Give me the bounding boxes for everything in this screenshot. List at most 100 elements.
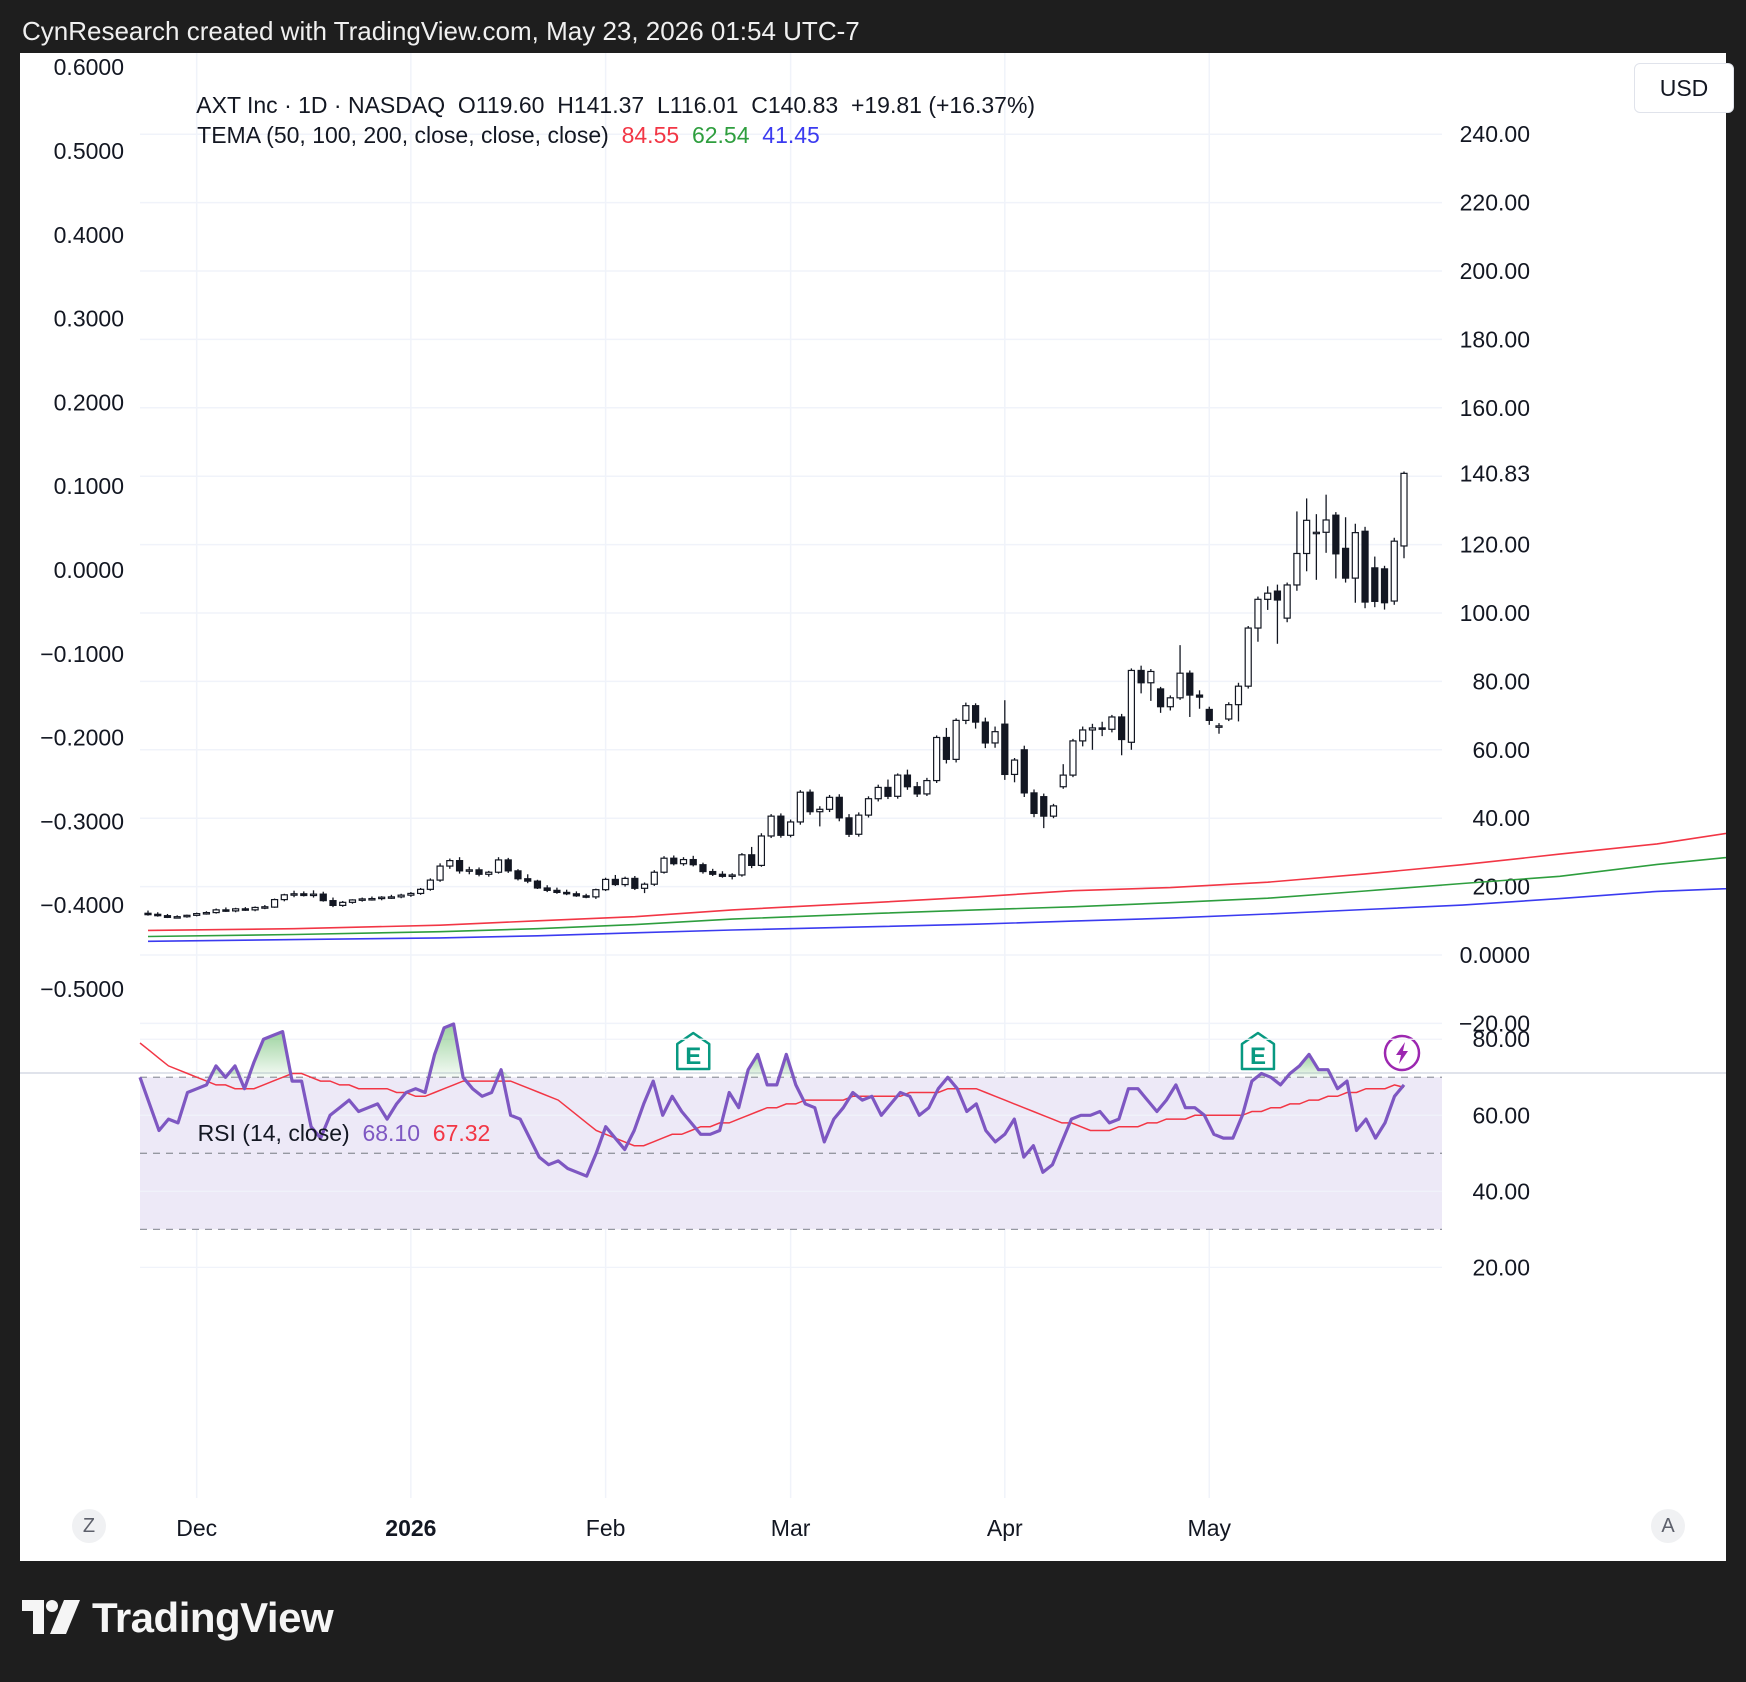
price-scale-label: 0.0000 xyxy=(1460,942,1530,968)
rsi-ma-value: 67.32 xyxy=(432,1120,491,1146)
zoom-button[interactable]: Z xyxy=(72,1509,106,1543)
symbol-title: AXT Inc · 1D · NASDAQ xyxy=(196,92,446,118)
candle xyxy=(1205,706,1213,725)
left-scale-label: 0.5000 xyxy=(54,138,124,164)
candle xyxy=(631,875,639,891)
price-scale-label: 140.83 xyxy=(1460,460,1530,486)
change-value: +19.81 (+16.37%) xyxy=(850,92,1036,118)
candle xyxy=(777,813,785,838)
candle xyxy=(728,873,736,880)
candle xyxy=(494,857,503,874)
candle xyxy=(446,858,454,869)
time-axis-label: 2026 xyxy=(385,1515,436,1541)
earnings-marker-shape xyxy=(675,1031,711,1071)
candle xyxy=(650,870,658,886)
candle xyxy=(222,907,230,912)
price-scale-label: −20.00 xyxy=(1459,1010,1530,1036)
candle-body-down xyxy=(913,786,921,795)
candle xyxy=(1156,686,1165,713)
candle xyxy=(1273,584,1282,644)
candle-body-up xyxy=(348,899,357,903)
left-scale-label: 0.6000 xyxy=(54,54,124,80)
candle-body-down xyxy=(1371,567,1379,602)
candle-body-down xyxy=(475,869,483,875)
candle-body-down xyxy=(533,880,542,889)
candle-body-down xyxy=(1098,727,1106,730)
candle xyxy=(358,897,366,902)
candle xyxy=(1283,582,1291,623)
candle-body-down xyxy=(1020,749,1028,794)
candle-body-down xyxy=(903,774,912,788)
lightning-bolt xyxy=(1396,1042,1408,1064)
candle-body-up xyxy=(786,821,795,836)
candle-body-down xyxy=(1332,514,1340,555)
candle xyxy=(1040,793,1048,829)
candle-body-up xyxy=(446,860,454,867)
candle xyxy=(611,874,619,886)
candle xyxy=(436,863,444,882)
time-axis-label: Feb xyxy=(586,1515,626,1541)
candle-body-up xyxy=(378,896,386,900)
candle-body-up xyxy=(485,871,493,875)
tema-legend[interactable]: TEMA (50, 100, 200, close, close, close)… xyxy=(172,95,820,176)
candle xyxy=(1020,745,1028,797)
candle xyxy=(280,893,288,902)
candle-body-up xyxy=(1225,704,1233,720)
candle xyxy=(553,887,561,894)
candle-body-down xyxy=(631,877,639,889)
candle-body-up xyxy=(368,897,376,901)
candle-body-down xyxy=(553,889,561,894)
candle xyxy=(1371,556,1379,608)
candle-body-down xyxy=(981,721,989,744)
candle xyxy=(845,814,853,838)
candle xyxy=(670,855,678,866)
chart-canvas[interactable]: 0.6000 0.5000 0.4000 0.3000 0.2000 0.1000 0.00… xyxy=(20,53,1726,1561)
high-label: H xyxy=(557,92,574,118)
candle-body-up xyxy=(1010,759,1019,776)
candle xyxy=(514,869,522,881)
rsi-legend[interactable]: RSI (14, close) 68.10 67.32 xyxy=(172,1093,491,1174)
candle-body-up xyxy=(1108,716,1116,730)
candle xyxy=(660,856,668,874)
auto-scale-button[interactable]: A xyxy=(1651,1509,1685,1543)
candle xyxy=(855,812,863,837)
candle xyxy=(942,727,951,764)
candle xyxy=(796,790,804,825)
candle xyxy=(1186,670,1194,717)
currency-button[interactable]: USD xyxy=(1634,63,1734,113)
candle-body-up xyxy=(183,914,191,918)
candle xyxy=(971,703,980,729)
candle xyxy=(582,893,590,899)
candle-body-down xyxy=(1205,708,1213,721)
tradingview-logo[interactable]: TradingView xyxy=(22,1594,334,1642)
candle xyxy=(1001,700,1009,780)
candle-body-up xyxy=(796,791,804,823)
candle xyxy=(339,900,347,907)
candle xyxy=(1341,517,1350,583)
candle-body-up xyxy=(1049,805,1058,817)
close-value: 140.83 xyxy=(767,92,839,118)
candle-body-up xyxy=(874,786,882,800)
candle xyxy=(1079,726,1087,747)
candle-body-up xyxy=(1059,774,1067,788)
candle xyxy=(757,833,766,867)
candle xyxy=(193,912,201,917)
chart-frame[interactable]: 0.6000 0.5000 0.4000 0.3000 0.2000 0.1000 0.00… xyxy=(20,53,1734,1561)
rsi-overbought-fill xyxy=(738,1054,768,1078)
candle-body-up xyxy=(650,871,658,885)
candle-body-down xyxy=(543,887,551,891)
candle xyxy=(251,906,259,912)
candle xyxy=(397,893,405,899)
tema-fast-line xyxy=(147,832,1726,932)
candle-body-down xyxy=(699,864,707,873)
left-scale-label: −0.5000 xyxy=(40,976,124,1002)
candle-body-down xyxy=(1273,590,1282,601)
candle-body-up xyxy=(465,869,473,872)
tema-fast-value: 84.55 xyxy=(621,122,680,148)
candle-body-up xyxy=(1127,669,1135,743)
candle xyxy=(981,717,989,749)
rsi-value: 68.10 xyxy=(362,1120,421,1146)
candle-body-down xyxy=(154,913,162,917)
left-scale-label: −0.1000 xyxy=(40,641,124,667)
candle-body-up xyxy=(1069,740,1077,776)
